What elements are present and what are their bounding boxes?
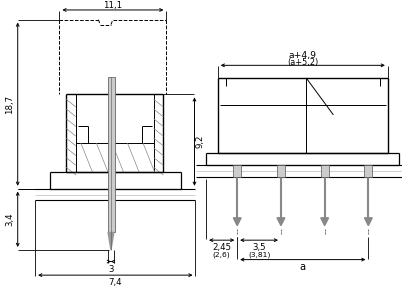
Bar bbox=[321, 165, 328, 177]
Text: (3,81): (3,81) bbox=[248, 251, 270, 258]
Text: a: a bbox=[300, 262, 306, 272]
Text: a+4,9: a+4,9 bbox=[289, 51, 317, 60]
Text: 11,1: 11,1 bbox=[103, 1, 122, 9]
Text: 3,4: 3,4 bbox=[5, 212, 14, 226]
Polygon shape bbox=[277, 218, 285, 226]
Bar bbox=[233, 165, 241, 177]
Text: (a+5,2): (a+5,2) bbox=[287, 58, 318, 67]
Bar bbox=[108, 77, 115, 232]
Text: 18,7: 18,7 bbox=[5, 95, 14, 114]
Bar bbox=[364, 165, 372, 177]
Text: 7,4: 7,4 bbox=[109, 278, 122, 287]
Text: 2,45: 2,45 bbox=[212, 243, 231, 253]
Text: 3,5: 3,5 bbox=[252, 243, 266, 253]
Text: 9,2: 9,2 bbox=[196, 135, 205, 148]
Polygon shape bbox=[364, 218, 372, 226]
Polygon shape bbox=[321, 218, 328, 226]
Polygon shape bbox=[108, 232, 114, 250]
Bar bbox=[277, 165, 285, 177]
Polygon shape bbox=[233, 218, 241, 226]
Text: 3: 3 bbox=[108, 265, 114, 274]
Text: (2,6): (2,6) bbox=[213, 251, 231, 258]
